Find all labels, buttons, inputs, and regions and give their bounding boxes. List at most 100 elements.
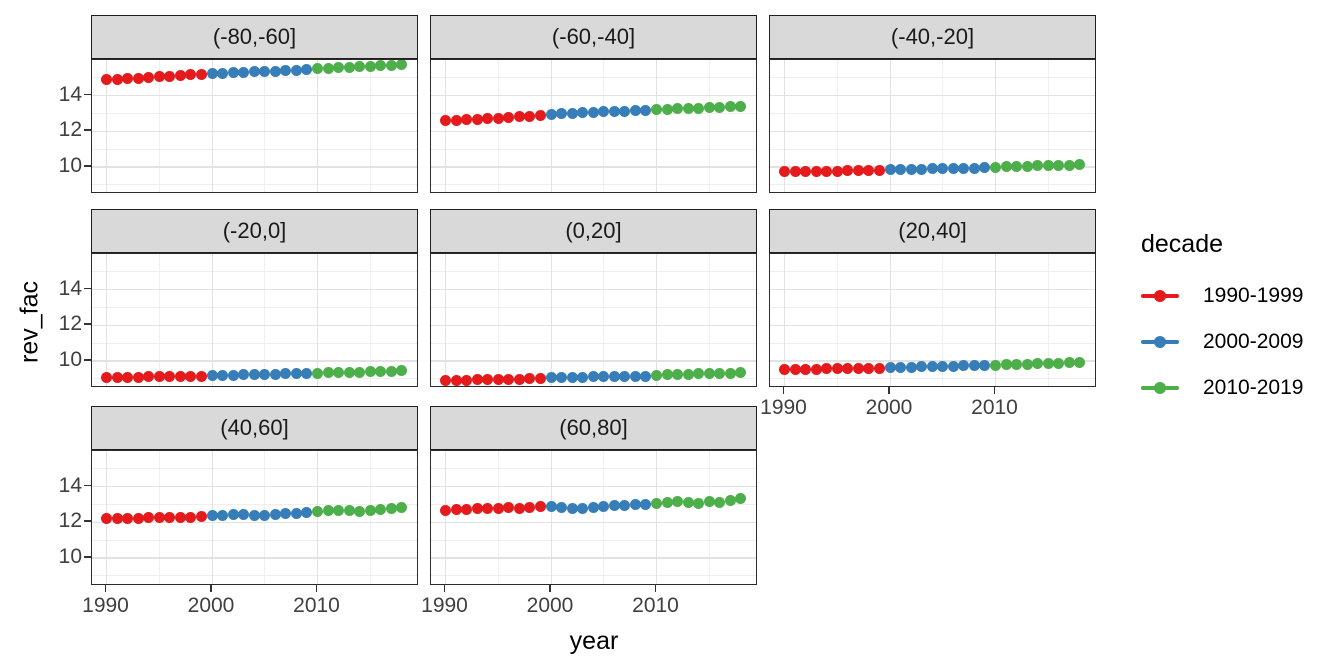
data-point: [174, 370, 186, 382]
data-point: [672, 369, 684, 380]
y-tick-label: 12: [58, 312, 82, 336]
data-point: [217, 67, 229, 79]
gridline: [211, 254, 213, 386]
data-point: [217, 369, 229, 381]
gridline: [158, 60, 160, 192]
facet-strip: (-80,-60]: [91, 15, 418, 59]
data-point: [440, 374, 451, 386]
data-point: [206, 68, 218, 80]
data-point: [789, 166, 801, 178]
gridline: [889, 254, 891, 386]
gridline: [92, 468, 417, 470]
gridline: [431, 148, 756, 150]
data-point: [259, 509, 271, 521]
y-tick: [84, 520, 91, 522]
legend-key-line-point-icon: [1141, 373, 1179, 403]
data-point: [364, 366, 376, 378]
data-point: [248, 369, 260, 381]
data-point: [132, 72, 144, 84]
data-point: [661, 369, 673, 381]
gridline: [445, 254, 447, 386]
x-tick: [443, 585, 446, 592]
facet-panel: [91, 253, 418, 387]
gridline: [317, 254, 319, 386]
data-point: [492, 373, 504, 385]
gridline: [995, 60, 997, 192]
data-point: [1053, 357, 1065, 369]
data-point: [703, 368, 715, 380]
data-point: [842, 363, 854, 375]
data-point: [979, 162, 991, 174]
gridline: [211, 60, 213, 192]
gridline: [431, 521, 756, 523]
data-point: [619, 105, 631, 117]
data-point: [174, 70, 186, 82]
y-tick-label: 10: [58, 347, 82, 371]
data-point: [545, 372, 557, 384]
data-point: [153, 371, 165, 383]
data-point: [312, 63, 323, 75]
data-point: [693, 368, 705, 380]
data-point: [471, 502, 483, 514]
facet-strip: (20,40]: [769, 209, 1096, 253]
data-point: [895, 163, 907, 175]
data-point: [735, 493, 747, 505]
data-point: [132, 512, 144, 524]
gridline: [497, 451, 499, 584]
facet-panel: [769, 253, 1096, 387]
gridline: [92, 77, 417, 79]
data-point: [364, 504, 376, 516]
data-point: [619, 370, 631, 382]
y-tick: [84, 359, 91, 361]
data-point: [185, 370, 197, 382]
data-point: [111, 371, 123, 383]
data-point: [248, 509, 260, 521]
gridline: [1047, 254, 1049, 386]
y-tick: [84, 93, 91, 96]
data-point: [926, 361, 938, 373]
y-tick-label: 14: [58, 473, 82, 497]
data-point: [598, 371, 610, 383]
data-point: [153, 512, 165, 524]
gridline: [656, 451, 658, 584]
gridline: [431, 77, 756, 79]
y-tick: [84, 556, 91, 558]
data-point: [122, 512, 134, 524]
gridline: [431, 486, 756, 488]
data-point: [322, 505, 334, 517]
gridline: [92, 95, 417, 97]
data-point: [354, 505, 366, 517]
data-point: [863, 362, 875, 374]
data-point: [682, 497, 694, 509]
data-point: [629, 499, 641, 511]
data-point: [916, 361, 928, 373]
x-tick: [549, 585, 551, 592]
gridline: [770, 271, 1095, 273]
data-point: [280, 508, 292, 520]
x-tick-label: 2010: [293, 594, 340, 617]
y-tick: [84, 323, 91, 325]
data-point: [810, 165, 822, 177]
data-point: [269, 368, 281, 380]
data-point: [396, 365, 408, 377]
data-point: [450, 114, 462, 126]
gridline: [770, 306, 1095, 308]
data-point: [1000, 359, 1012, 371]
gridline: [431, 95, 756, 97]
data-point: [482, 503, 494, 515]
gridline: [431, 575, 756, 576]
data-point: [556, 502, 568, 514]
gridline: [369, 254, 371, 386]
gridline: [770, 324, 1095, 326]
gridline: [431, 166, 756, 168]
data-point: [577, 503, 589, 515]
x-tick-label: 2000: [526, 594, 574, 617]
gridline: [550, 60, 552, 192]
gridline: [603, 60, 605, 192]
data-point: [364, 60, 376, 72]
data-point: [990, 359, 1001, 371]
data-point: [640, 370, 652, 382]
data-point: [672, 496, 684, 508]
x-tick: [888, 387, 890, 394]
